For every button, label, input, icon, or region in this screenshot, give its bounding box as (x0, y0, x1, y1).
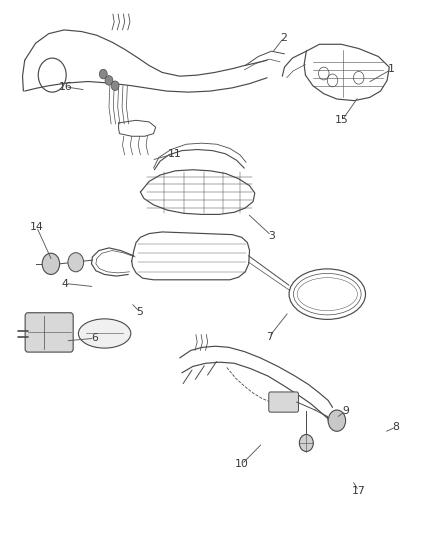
FancyBboxPatch shape (25, 313, 73, 352)
Text: 14: 14 (30, 222, 43, 232)
FancyBboxPatch shape (269, 392, 298, 412)
Circle shape (111, 81, 119, 91)
Ellipse shape (78, 319, 131, 348)
Circle shape (299, 434, 313, 451)
Text: 9: 9 (342, 406, 349, 416)
Text: 8: 8 (392, 422, 399, 432)
Circle shape (99, 69, 107, 79)
Circle shape (105, 76, 113, 85)
Text: 16: 16 (58, 82, 72, 92)
Text: 2: 2 (280, 33, 287, 43)
Text: 4: 4 (62, 279, 69, 288)
Circle shape (68, 253, 84, 272)
Text: 15: 15 (335, 115, 349, 125)
Text: 17: 17 (352, 486, 366, 496)
Text: 6: 6 (91, 333, 98, 343)
Text: 10: 10 (235, 459, 249, 469)
Circle shape (328, 410, 346, 431)
Text: 3: 3 (268, 231, 275, 241)
Text: 11: 11 (168, 149, 181, 159)
Circle shape (42, 253, 60, 274)
Text: 7: 7 (266, 332, 272, 342)
Text: 1: 1 (388, 64, 395, 74)
Text: 5: 5 (136, 306, 143, 317)
